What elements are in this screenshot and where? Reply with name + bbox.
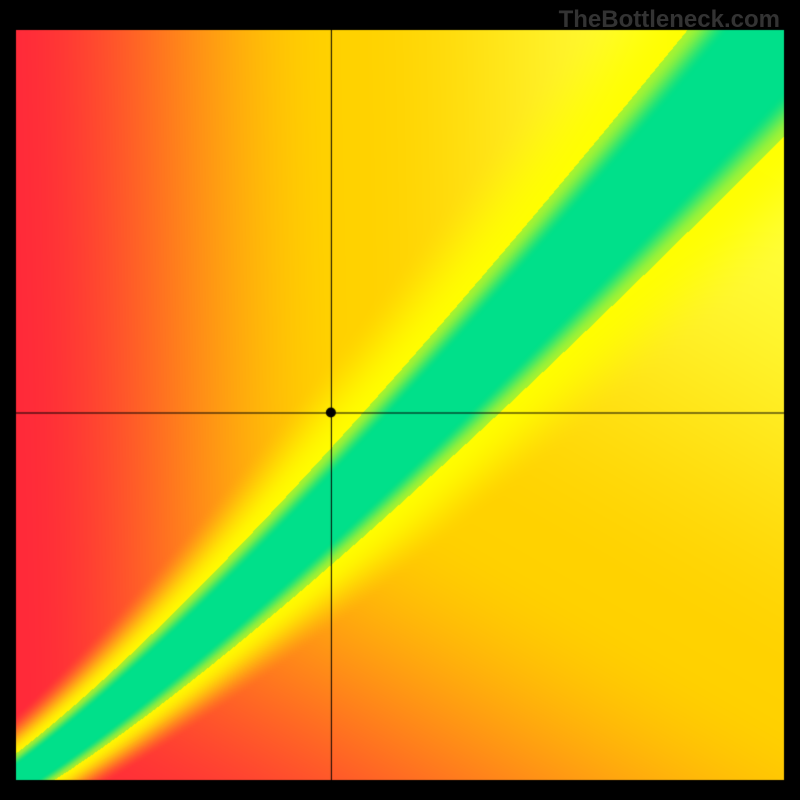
- heatmap-canvas: [0, 0, 800, 800]
- watermark-text: TheBottleneck.com: [559, 6, 780, 34]
- chart-container: TheBottleneck.com: [0, 0, 800, 800]
